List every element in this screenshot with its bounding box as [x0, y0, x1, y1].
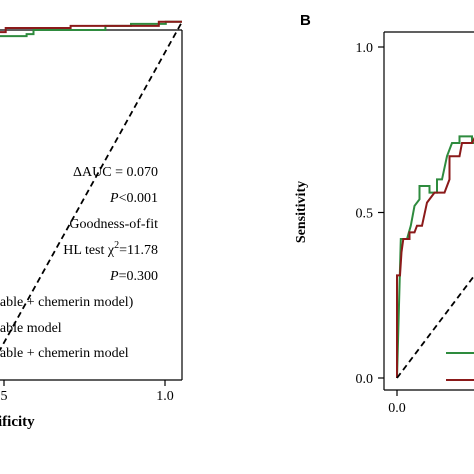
panel-b-x-tick-label: 0.0 [388, 401, 406, 416]
panel-a-series-line [0, 20, 182, 34]
panel-b-reference-line [396, 274, 474, 379]
panel-a-legend-text: iable + chemerin model) [0, 295, 134, 310]
panel-b-y-axis-label: Sensitivity [294, 181, 309, 243]
panel-a-x-tick-label: 1.0 [156, 389, 174, 404]
panel-a-plot-area [0, 20, 183, 386]
panel-a-legend-text: iable + chemerin model [0, 346, 129, 361]
panel-a-texts: 5 1.0 ificity ΔAUC = 0.070 P<0.001 Goodness-o… [0, 165, 174, 430]
panel-a-legend-text: iable model [0, 321, 62, 336]
panel-a: 5 1.0 ificity ΔAUC = 0.070 P<0.001 Goodness-o… [0, 20, 183, 430]
panel-a-x-tick-label: 5 [1, 389, 8, 404]
panel-b-series-line [396, 135, 474, 379]
panel-a-annotation: P<0.001 [109, 191, 158, 206]
panel-a-annotation: HL test χ2=11.78 [63, 240, 158, 258]
panel-b-label: B [300, 12, 311, 29]
panel-a-series-line [0, 20, 182, 38]
panel-a-annotation: ΔAUC = 0.070 [73, 165, 158, 180]
panel-b-y-tick-label: 0.0 [356, 372, 374, 387]
panel-a-annotation: Goodness-of-fit [69, 217, 158, 232]
panel-b-y-tick-label: 0.5 [356, 207, 374, 222]
panel-b: B 0.0 0.5 1.0 0.0 Sensitivity [294, 12, 474, 416]
panel-b-texts: 0.0 0.5 1.0 0.0 Sensitivity [294, 41, 406, 416]
panel-b-series-line [396, 136, 474, 378]
panel-b-y-tick-label: 1.0 [356, 41, 374, 56]
panel-a-annotation: P=0.300 [109, 269, 158, 284]
panel-a-x-axis-label: ificity [0, 414, 35, 430]
panel-b-plot-area [378, 31, 474, 396]
